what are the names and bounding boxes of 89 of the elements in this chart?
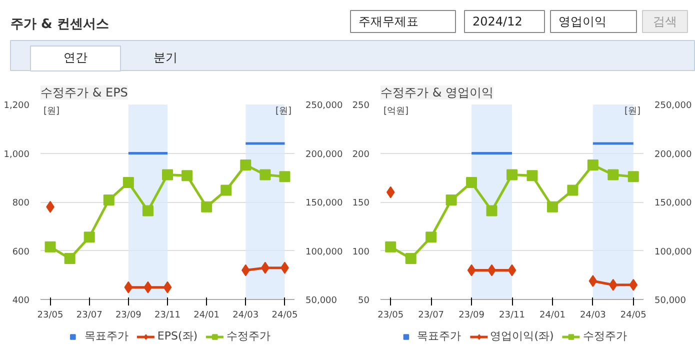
y2-tick-label: 100,000 bbox=[306, 247, 343, 258]
point bbox=[260, 169, 271, 180]
x-tick-label: 24/03 bbox=[232, 310, 259, 320]
point bbox=[466, 177, 478, 188]
y-tick-label: 1,000 bbox=[4, 150, 30, 160]
y2-tick-label: 50,000 bbox=[306, 296, 338, 306]
point bbox=[103, 194, 114, 206]
text: 분기 bbox=[154, 50, 178, 64]
y2-axis-title: [원] bbox=[624, 106, 641, 116]
point bbox=[608, 278, 618, 291]
x-tick-label: 24/05 bbox=[272, 310, 298, 320]
x-tick-label: 24/01 bbox=[194, 310, 220, 320]
point bbox=[508, 264, 516, 276]
point bbox=[182, 170, 193, 182]
point bbox=[241, 264, 250, 276]
point bbox=[201, 201, 212, 212]
y-axis-title: [억원] bbox=[384, 106, 409, 116]
x-tick-label: 24/03 bbox=[580, 310, 606, 320]
x-tick-label: 23/05 bbox=[37, 310, 64, 320]
x-tick-label: 23/05 bbox=[378, 310, 404, 320]
point bbox=[163, 281, 172, 294]
x-tick-label: 24/05 bbox=[620, 310, 646, 320]
y2-tick-label: 150,000 bbox=[306, 198, 343, 208]
y-tick-label: 200 bbox=[352, 150, 370, 160]
point bbox=[567, 184, 578, 196]
point bbox=[486, 205, 498, 216]
point bbox=[142, 205, 154, 216]
y-tick-label: 50 bbox=[358, 296, 370, 306]
y2-axis-title: [원] bbox=[275, 106, 292, 116]
point bbox=[385, 241, 396, 252]
point bbox=[122, 177, 134, 188]
x-tick-label: 23/09 bbox=[458, 310, 485, 320]
point bbox=[426, 232, 437, 243]
legend-label: 수정주가 bbox=[582, 328, 627, 344]
y-tick-label: 600 bbox=[12, 247, 30, 258]
chart-title: 수정주가 & EPS bbox=[40, 86, 128, 100]
legend-label: 수정주가 bbox=[226, 328, 271, 344]
point bbox=[279, 171, 290, 182]
x-tick-label: 23/11 bbox=[154, 310, 180, 320]
point bbox=[588, 274, 598, 287]
point bbox=[608, 169, 619, 180]
y-axis-title: [원] bbox=[44, 106, 60, 116]
y2-tick-label: 250,000 bbox=[306, 101, 343, 111]
y-tick-label: 250 bbox=[352, 101, 370, 111]
y-tick-label: 800 bbox=[12, 198, 30, 208]
text: 주가 & 컨센서스 bbox=[10, 17, 109, 32]
point bbox=[64, 253, 76, 264]
text: 검색 bbox=[653, 14, 677, 28]
x-tick-label: 24/01 bbox=[539, 310, 566, 320]
y-tick-label: 100 bbox=[352, 247, 370, 258]
y2-tick-label: 200,000 bbox=[654, 150, 692, 160]
point bbox=[526, 170, 538, 182]
point bbox=[44, 241, 56, 252]
point bbox=[405, 253, 416, 264]
text: 연간 bbox=[64, 50, 88, 64]
point bbox=[240, 159, 252, 170]
x-tick-label: 23/07 bbox=[418, 310, 444, 320]
point bbox=[84, 232, 95, 243]
point bbox=[467, 264, 476, 276]
y2-tick-label: 50,000 bbox=[654, 296, 686, 306]
point bbox=[162, 169, 173, 180]
point bbox=[446, 194, 457, 206]
point bbox=[220, 184, 232, 196]
legend-label: 목표주가 bbox=[417, 328, 462, 344]
point bbox=[144, 281, 152, 294]
y2-tick-label: 200,000 bbox=[306, 150, 343, 160]
chart-title: 수정주가 & 영업이익 bbox=[380, 86, 494, 100]
text: 2024/12 bbox=[472, 14, 522, 28]
point bbox=[629, 278, 638, 291]
x-tick-label: 23/07 bbox=[76, 310, 102, 320]
y-tick-label: 150 bbox=[352, 198, 370, 208]
text: 영업이익 bbox=[558, 14, 606, 28]
legend-label: 영업이익(좌) bbox=[490, 328, 554, 344]
point bbox=[124, 281, 133, 294]
legend-label: 목표주가 bbox=[84, 328, 128, 344]
legend-label: EPS(좌) bbox=[157, 328, 198, 344]
point bbox=[546, 201, 558, 212]
y2-tick-label: 150,000 bbox=[654, 198, 692, 208]
point bbox=[386, 186, 395, 198]
y2-tick-label: 250,000 bbox=[654, 101, 692, 111]
point bbox=[628, 171, 639, 182]
x-tick-label: 23/09 bbox=[115, 310, 142, 320]
y-tick-label: 400 bbox=[12, 296, 30, 306]
text: 주재무제표 bbox=[358, 14, 418, 28]
y2-tick-label: 100,000 bbox=[654, 247, 692, 258]
x-tick-label: 23/11 bbox=[499, 310, 525, 320]
point bbox=[587, 159, 598, 170]
y-tick-label: 1,200 bbox=[4, 101, 30, 111]
point bbox=[506, 169, 518, 180]
